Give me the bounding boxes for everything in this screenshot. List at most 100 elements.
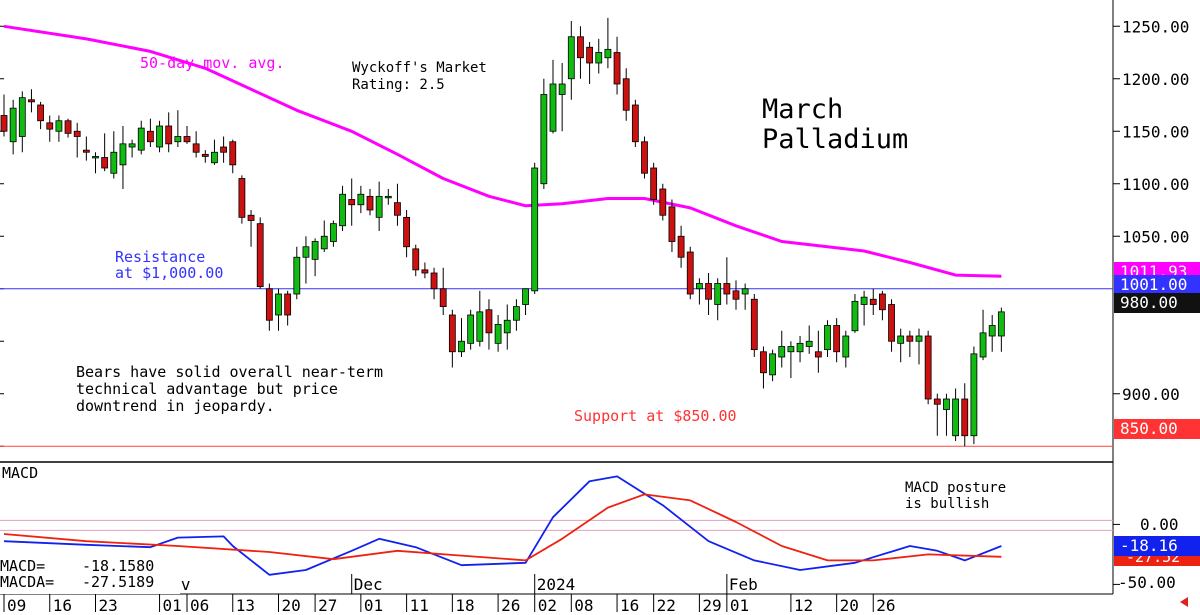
candle-body bbox=[586, 46, 593, 64]
day-label: 27 bbox=[318, 596, 337, 615]
candle-body bbox=[448, 314, 456, 353]
candle-body bbox=[339, 193, 346, 227]
candle-body bbox=[28, 99, 35, 103]
candle-body bbox=[513, 306, 520, 321]
price-tick-label: 900.00 bbox=[1122, 385, 1180, 404]
day-label: 20 bbox=[840, 596, 859, 615]
candle-body bbox=[348, 199, 356, 206]
candle-body bbox=[128, 143, 136, 148]
macd-title: MACD bbox=[2, 464, 38, 482]
resistance-tag bbox=[1114, 275, 1200, 295]
candle-body bbox=[577, 36, 584, 59]
macda-legend-value: -27.5189 bbox=[82, 573, 154, 591]
candle-body bbox=[476, 311, 484, 342]
candle-body bbox=[732, 290, 740, 300]
candle-body bbox=[156, 125, 163, 148]
candle-body bbox=[677, 235, 685, 258]
candle-body bbox=[265, 288, 273, 321]
scroll-left-icon[interactable] bbox=[1180, 597, 1188, 607]
candle-body bbox=[302, 246, 310, 258]
macd-comment-2: is bullish bbox=[905, 496, 989, 512]
macd-legend-name: MACD= bbox=[0, 557, 45, 575]
day-label: 26 bbox=[876, 596, 895, 615]
candle-body bbox=[329, 223, 337, 242]
day-label: 16 bbox=[53, 596, 72, 615]
candle-body bbox=[485, 309, 493, 334]
candle-body bbox=[869, 298, 877, 305]
candle-body bbox=[595, 52, 603, 64]
candle-body bbox=[686, 251, 694, 295]
candle-body bbox=[92, 156, 99, 159]
candle-body bbox=[888, 304, 895, 342]
candle-body bbox=[952, 398, 959, 437]
candle-body bbox=[64, 120, 72, 134]
macd-legend-box bbox=[0, 555, 180, 594]
candle-body bbox=[201, 153, 209, 157]
day-label: 12 bbox=[794, 596, 813, 615]
candle-body bbox=[37, 104, 44, 122]
candle-body bbox=[522, 288, 529, 305]
ma-50-line bbox=[3, 24, 1002, 278]
candle-body bbox=[82, 149, 90, 153]
candle-body bbox=[549, 83, 557, 132]
candle-body bbox=[979, 332, 987, 358]
candle-body bbox=[467, 314, 475, 344]
last-price-tag bbox=[1114, 293, 1200, 313]
macd-tag-text: -18.16 bbox=[1120, 536, 1178, 555]
candle-body bbox=[229, 141, 237, 166]
candle-body bbox=[503, 319, 511, 334]
day-label: 01 bbox=[163, 596, 182, 615]
candle-body bbox=[943, 398, 950, 410]
candle-body bbox=[421, 269, 429, 274]
support-resistance-layer bbox=[0, 288, 1113, 447]
candle-body bbox=[110, 151, 118, 174]
candle-body bbox=[55, 120, 63, 132]
day-label: 22 bbox=[657, 596, 676, 615]
candle-body bbox=[705, 283, 712, 300]
moving-average-layer bbox=[3, 24, 1002, 278]
candle-body bbox=[18, 97, 26, 137]
rating-line-1: Wyckoff's Market bbox=[352, 60, 487, 76]
rating-line-2: Rating: 2.5 bbox=[352, 77, 445, 93]
candle-body bbox=[659, 188, 667, 216]
price-tick-label: 1200.00 bbox=[1122, 70, 1189, 89]
candle-body bbox=[494, 324, 502, 344]
candle-body bbox=[430, 272, 438, 290]
day-label: 23 bbox=[99, 596, 118, 615]
candle-body bbox=[458, 340, 465, 353]
candle-body bbox=[970, 353, 978, 437]
day-label: 11 bbox=[410, 596, 429, 615]
candle-body bbox=[384, 195, 392, 199]
candle-body bbox=[851, 300, 859, 332]
candle-body bbox=[714, 283, 722, 305]
macd-line bbox=[3, 475, 1002, 576]
candle-body bbox=[320, 235, 328, 250]
month-label: 2024 bbox=[537, 575, 576, 594]
comment-line-1: Bears have solid overall near-term bbox=[76, 363, 383, 381]
candle-body bbox=[906, 335, 914, 342]
candle-body bbox=[293, 256, 301, 295]
candle-body bbox=[137, 127, 145, 151]
candle-body bbox=[183, 136, 191, 143]
candle-body bbox=[101, 157, 109, 169]
day-label: 18 bbox=[455, 596, 474, 615]
resistance-label-2: at $1,000.00 bbox=[115, 264, 223, 282]
candle-body bbox=[824, 325, 831, 351]
support-tag bbox=[1114, 419, 1200, 439]
month-label: Feb bbox=[729, 575, 758, 594]
macd-comment-1: MACD posture bbox=[905, 480, 1006, 496]
day-label: 16 bbox=[620, 596, 639, 615]
day-label: 26 bbox=[501, 596, 520, 615]
day-label: 01 bbox=[730, 596, 749, 615]
candle-body bbox=[211, 151, 218, 164]
candle-body bbox=[814, 351, 822, 358]
title-line-2: Palladium bbox=[762, 124, 908, 155]
candle-body bbox=[73, 130, 81, 137]
day-label: 29 bbox=[702, 596, 721, 615]
candle-body bbox=[696, 283, 703, 290]
candle-body bbox=[275, 293, 282, 316]
candle-body bbox=[394, 202, 401, 216]
candle-body bbox=[879, 293, 886, 311]
candle-body bbox=[366, 195, 374, 211]
candle-body bbox=[897, 335, 905, 344]
